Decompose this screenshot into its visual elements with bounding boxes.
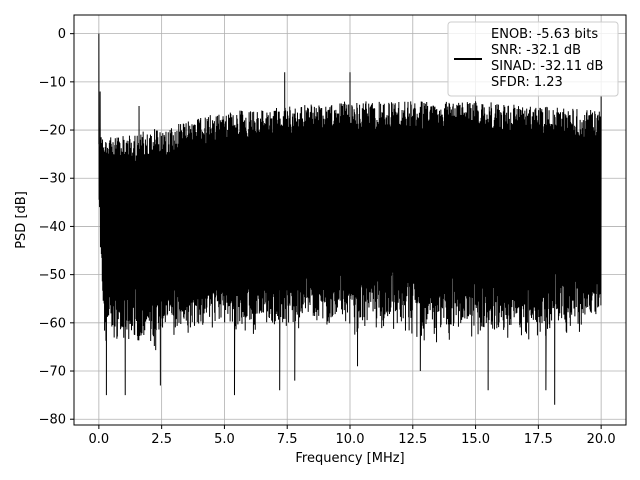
y-axis-label: PSD [dB] [14,191,29,249]
y-axis-ticks: 0 −10 −20 −30 −40 −50 −60 −70 −80 [39,27,74,428]
x-tick-label: 12.5 [398,432,427,447]
legend-box [447,21,619,97]
legend-line-sfdr: SFDR: 1.23 [491,75,563,90]
x-tick-label: 20.0 [587,432,616,447]
legend: ENOB: -5.63 bits SNR: -32.1 dB SINAD: -3… [447,21,619,97]
x-tick-label: 0.0 [89,432,110,447]
x-tick-label: 7.5 [277,432,298,447]
y-tick-label: −30 [39,172,66,187]
psd-series-line [98,33,602,405]
y-tick-label: −10 [39,75,66,90]
legend-line-sinad: SINAD: -32.11 dB [491,59,603,74]
y-tick-label: −50 [39,268,66,283]
y-tick-label: 0 [58,27,66,42]
x-axis-label: Frequency [MHz] [295,451,404,466]
y-tick-label: −60 [39,316,66,331]
y-tick-label: −20 [39,124,66,139]
y-tick-label: −70 [39,365,66,380]
plot-area [98,33,602,405]
x-tick-label: 17.5 [524,432,553,447]
x-tick-label: 2.5 [151,432,172,447]
x-tick-label: 10.0 [336,432,365,447]
x-axis-ticks: 0.0 2.5 5.0 7.5 10.0 12.5 15.0 17.5 20.0 [89,425,616,447]
legend-line-snr: SNR: -32.1 dB [491,43,581,58]
y-tick-label: −80 [39,413,66,428]
y-tick-label: −40 [39,220,66,235]
legend-line-enob: ENOB: -5.63 bits [491,27,598,42]
x-tick-label: 5.0 [214,432,235,447]
x-tick-label: 15.0 [461,432,490,447]
